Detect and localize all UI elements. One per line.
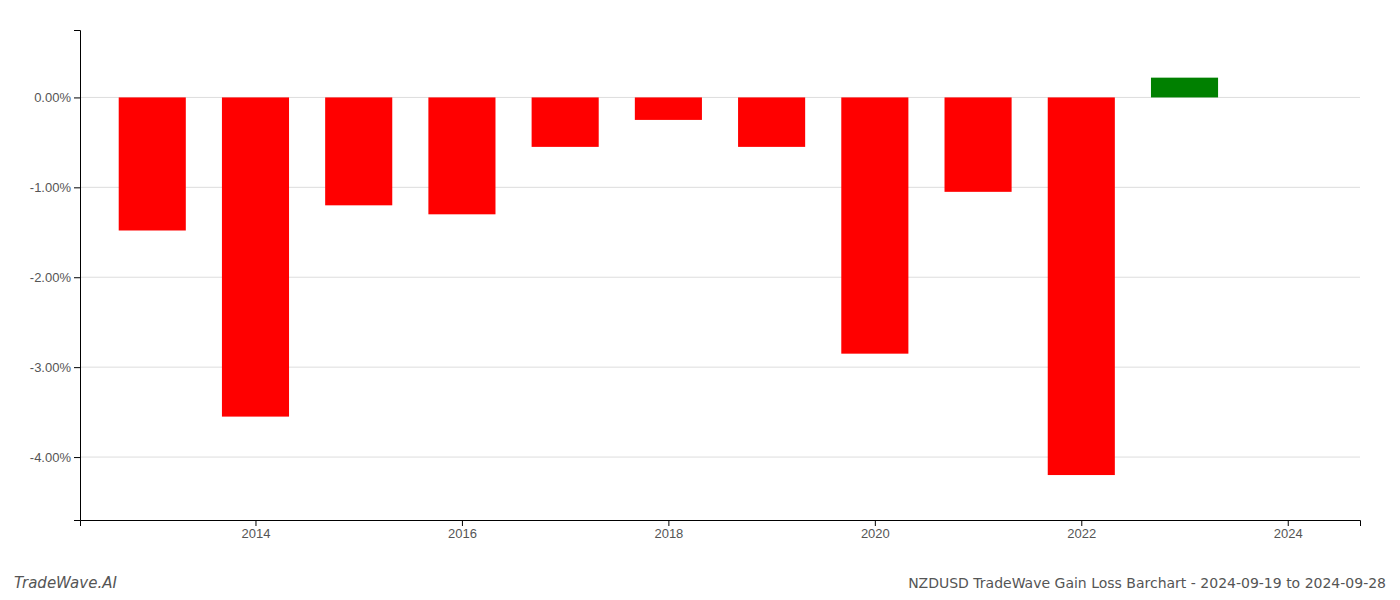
chart-svg: 2014 2016 2018 2020 2022 2024 -4.00% -3.00% -2.0…: [0, 0, 1400, 600]
x-tick: 2018: [654, 520, 683, 541]
y-tick-mark: [74, 367, 80, 368]
y-tick: -2.00%: [30, 270, 80, 285]
bar: [119, 97, 186, 230]
bar: [532, 97, 599, 146]
x-tick-mark: [1288, 520, 1289, 526]
bar: [945, 97, 1012, 191]
x-tick-mark: [255, 520, 256, 526]
x-axis: 2014 2016 2018 2020 2022 2024: [81, 520, 1361, 541]
y-tick: -3.00%: [30, 360, 80, 375]
x-tick-label: 2016: [448, 526, 477, 541]
bar: [635, 97, 702, 119]
x-tick: 2020: [861, 520, 890, 541]
y-axis-line: [74, 31, 81, 521]
y-tick-label: -3.00%: [30, 360, 72, 375]
bar: [738, 97, 805, 146]
title: NZDUSD TradeWave Gain Loss Barchart - 20…: [908, 575, 1386, 591]
x-tick-mark: [1081, 520, 1082, 526]
x-tick-label: 2024: [1274, 526, 1303, 541]
plot-area: 2014 2016 2018 2020 2022 2024 -4.00% -3.00% -2.0…: [30, 31, 1361, 542]
x-tick-mark: [668, 520, 669, 526]
x-tick-mark: [462, 520, 463, 526]
y-axis: -4.00% -3.00% -2.00% -1.00% 0.00%: [30, 31, 81, 521]
x-tick-label: 2014: [242, 526, 271, 541]
x-axis-line: [81, 521, 1361, 527]
y-tick-mark: [74, 187, 80, 188]
x-tick: 2014: [242, 520, 271, 541]
y-tick: -4.00%: [30, 450, 80, 465]
bars: [119, 78, 1218, 475]
x-tick-mark: [875, 520, 876, 526]
x-tick-label: 2018: [654, 526, 683, 541]
x-tick: 2016: [448, 520, 477, 541]
y-tick-label: -2.00%: [30, 270, 72, 285]
bar: [222, 97, 289, 416]
y-tick: 0.00%: [34, 90, 80, 105]
y-tick-mark: [74, 277, 80, 278]
x-tick: 2024: [1274, 520, 1303, 541]
y-tick-label: -4.00%: [30, 450, 72, 465]
y-tick-label: -1.00%: [30, 180, 72, 195]
watermark: TradeWave.AI: [14, 574, 117, 592]
grid: [80, 97, 1360, 457]
grid-line: [80, 457, 1360, 458]
bar: [428, 97, 495, 214]
bar: [325, 97, 392, 205]
bar: [1151, 78, 1218, 98]
y-tick-mark: [74, 457, 80, 458]
x-tick: 2022: [1067, 520, 1096, 541]
bar: [841, 97, 908, 353]
x-tick-label: 2020: [861, 526, 890, 541]
bar: [1048, 97, 1115, 475]
y-tick-mark: [74, 97, 80, 98]
y-tick-label: 0.00%: [34, 90, 71, 105]
x-tick-label: 2022: [1067, 526, 1096, 541]
y-tick: -1.00%: [30, 180, 80, 195]
